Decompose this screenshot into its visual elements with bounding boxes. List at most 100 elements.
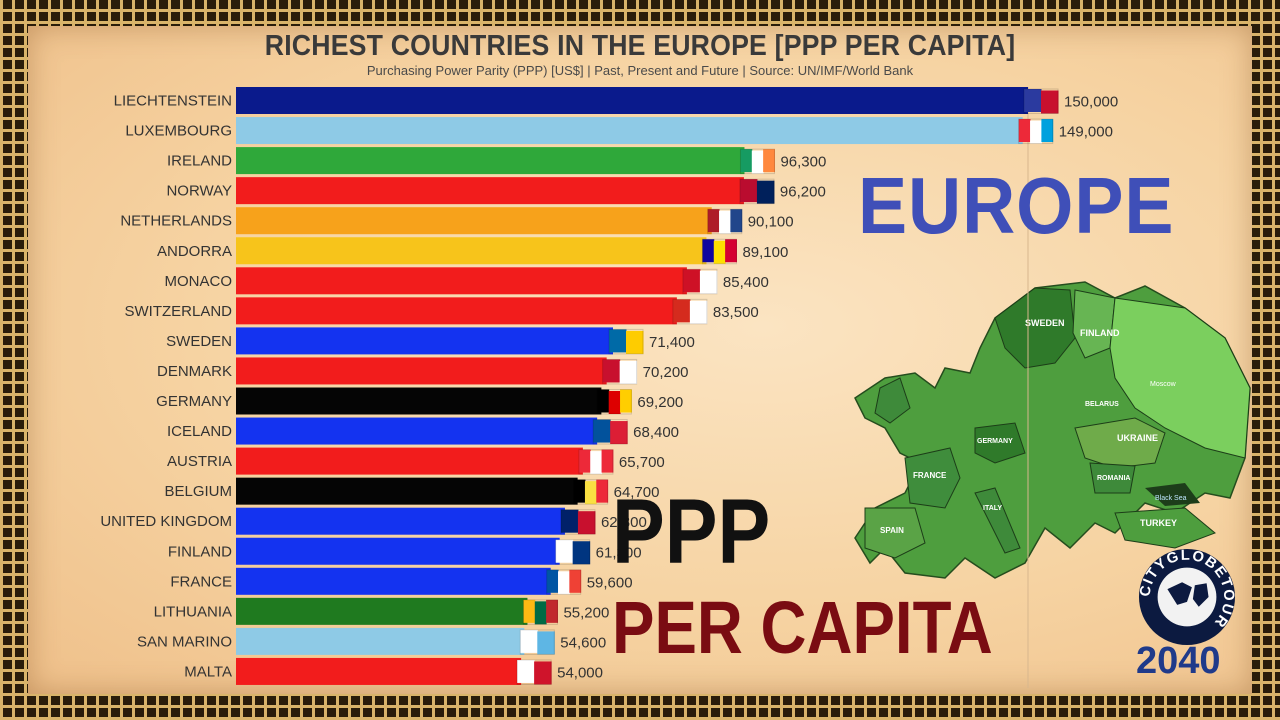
bar [236, 357, 607, 385]
map-label: BELARUS [1085, 401, 1119, 408]
category-label: IRELAND [167, 153, 232, 170]
category-label: SAN MARINO [137, 633, 232, 650]
flag-icon [672, 298, 708, 325]
value-label: 150,000 [1064, 94, 1118, 111]
overlay-europe: EUROPE [858, 161, 1175, 250]
bar [236, 417, 598, 445]
category-label: MALTA [184, 663, 232, 680]
flag-icon [522, 599, 558, 625]
flag-icon [739, 148, 775, 175]
value-label: 89,100 [742, 244, 788, 261]
value-label: 90,100 [748, 214, 794, 231]
bar [236, 537, 560, 565]
flag-icon [560, 509, 596, 535]
category-label: ICELAND [167, 423, 232, 440]
chart-title: RICHEST COUNTRIES IN THE EUROPE [PPP PER… [264, 30, 1016, 62]
category-label: SWEDEN [166, 333, 232, 350]
flag-icon [701, 238, 737, 265]
map-label: Black Sea [1155, 495, 1187, 502]
flag-icon [592, 419, 628, 445]
bar [236, 657, 522, 685]
flag-icon [682, 268, 718, 295]
flag-icon [1023, 88, 1059, 114]
bar [236, 477, 578, 505]
overlay-ppp: PPP [612, 481, 771, 583]
value-label: 64,700 [614, 484, 660, 501]
bar [236, 177, 744, 205]
bar [236, 207, 712, 235]
bar [236, 87, 1028, 114]
value-label: 54,000 [557, 664, 603, 681]
value-label: 69,200 [637, 394, 683, 411]
category-label: FINLAND [168, 543, 232, 560]
category-label: NETHERLANDS [120, 213, 232, 230]
map-label: ROMANIA [1097, 475, 1130, 482]
bar [236, 387, 602, 415]
bar [236, 567, 551, 595]
value-label: 61,300 [596, 544, 642, 561]
category-label: SWITZERLAND [124, 303, 232, 320]
category-label: NORWAY [166, 183, 232, 200]
map-label: Moscow [1150, 381, 1177, 388]
flag-icon [739, 178, 775, 205]
map-label: SPAIN [880, 526, 904, 535]
value-label: 96,300 [780, 154, 826, 171]
bar [236, 507, 565, 535]
europe-map: SWEDEN FINLAND UKRAINE ROMANIA TURKEY SP… [854, 281, 1251, 579]
value-label: 85,400 [723, 274, 769, 291]
value-label: 70,200 [643, 364, 689, 381]
map-label: UKRAINE [1117, 433, 1158, 443]
map-label: FINLAND [1080, 328, 1120, 338]
overlay-per-capita: PER CAPITA [612, 586, 993, 669]
map-label: SWEDEN [1025, 318, 1065, 328]
flag-icon [546, 569, 582, 595]
category-label: LITHUANIA [154, 603, 232, 620]
flag-icon [573, 479, 609, 505]
bar [236, 327, 613, 355]
bar [236, 447, 583, 475]
category-label: GERMANY [156, 393, 232, 410]
value-label: 65,700 [619, 454, 665, 471]
flag-icon [516, 659, 552, 685]
flag-icon [596, 389, 632, 415]
value-label: 54,600 [560, 634, 606, 651]
category-label: LUXEMBOURG [125, 123, 232, 140]
bar [236, 147, 745, 175]
map-label: GERMANY [977, 438, 1013, 445]
value-label: 55,200 [563, 604, 609, 621]
category-label: BELGIUM [164, 483, 232, 500]
flag-icon [519, 629, 555, 655]
cityglobetour-logo: CITYGLOBETOUR [1138, 548, 1236, 646]
value-label: 71,400 [649, 334, 695, 351]
category-label: UNITED KINGDOM [100, 513, 232, 530]
bar [236, 267, 687, 295]
category-label: MONACO [165, 273, 233, 290]
flag-icon [578, 449, 614, 475]
bar [236, 297, 677, 325]
year-label: 2040 [1136, 640, 1221, 682]
bar [236, 237, 707, 265]
category-label: DENMARK [157, 363, 232, 380]
value-label: 59,600 [587, 574, 633, 591]
map-label: FRANCE [913, 471, 947, 480]
flag-icon [1018, 118, 1054, 145]
category-label: ANDORRA [157, 243, 232, 260]
bar [236, 597, 528, 625]
value-label: 83,500 [713, 304, 759, 321]
flag-icon [608, 328, 644, 355]
flag-icon [602, 358, 638, 385]
map-label: TURKEY [1140, 518, 1177, 528]
map-label: ITALY [983, 505, 1002, 512]
value-label: 149,000 [1059, 124, 1113, 141]
category-label: FRANCE [170, 573, 232, 590]
bar [236, 627, 525, 655]
flag-icon [707, 208, 743, 235]
flag-icon [555, 539, 591, 565]
bar [236, 117, 1023, 145]
value-label: 96,200 [780, 184, 826, 201]
category-label: AUSTRIA [167, 453, 232, 470]
value-label: 68,400 [633, 424, 679, 441]
value-label: 62,300 [601, 514, 647, 531]
chart-subtitle: Purchasing Power Parity (PPP) [US$] | Pa… [366, 63, 914, 78]
